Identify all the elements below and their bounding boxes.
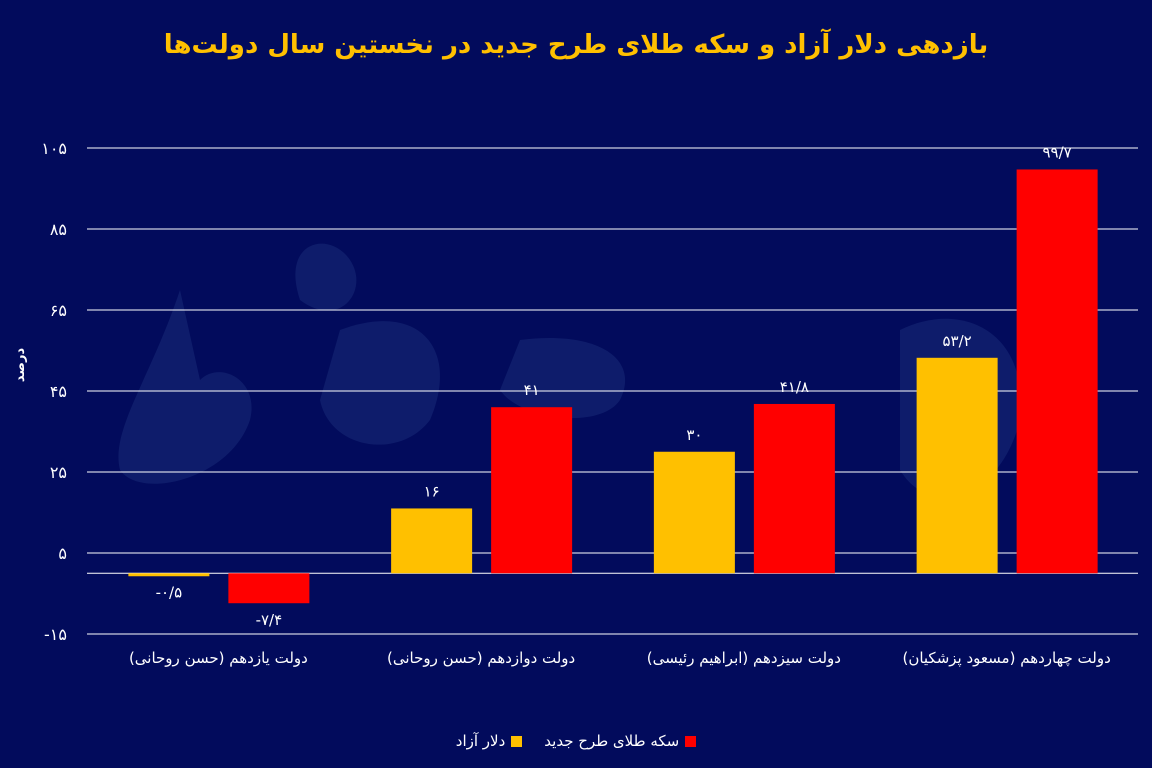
y-axis-label: درصد: [13, 348, 28, 383]
y-tick-label: ۸۵: [50, 220, 67, 239]
y-tick-label: -۱۵: [44, 625, 67, 644]
x-tick-label: دولت چهاردهم (مسعود پزشکیان): [902, 649, 1110, 668]
bar-dollar: [128, 573, 210, 577]
data-label: ۴۱/۸: [780, 378, 809, 396]
y-tick-label: ۶۵: [50, 301, 67, 320]
bar-coin: [753, 403, 835, 574]
legend-swatch-coin: [685, 735, 697, 747]
bar-coin: [1016, 169, 1098, 574]
watermark-shape: [295, 243, 357, 311]
legend: سکه طلای طرح جدید دلار آزاد: [0, 732, 1152, 750]
watermark-shape: [320, 321, 440, 445]
bar-coin: [228, 573, 310, 604]
bar-coin: [491, 407, 573, 574]
data-label: -۰/۵: [156, 583, 183, 601]
bar-dollar: [653, 451, 735, 574]
legend-label-dollar: دلار آزاد: [455, 732, 506, 750]
bar-dollar: [916, 357, 998, 574]
data-label: ۱۶: [424, 482, 440, 500]
legend-item-coin: سکه طلای طرح جدید: [544, 732, 697, 750]
data-label: -۷/۴: [256, 611, 283, 629]
legend-label-coin: سکه طلای طرح جدید: [544, 732, 680, 750]
watermark-shape: [500, 338, 626, 419]
x-tick-label: دولت دوازدهم (حسن روحانی): [387, 649, 575, 667]
legend-item-dollar: دلار آزاد: [456, 732, 523, 750]
data-label: ۳۰: [686, 426, 702, 444]
watermark-shape: [118, 290, 252, 484]
legend-swatch-dollar: [511, 735, 523, 747]
data-label: ۵۳/۲: [943, 332, 972, 350]
chart-title: بازدهی دلار آزاد و سکه طلای طرح جدید در …: [163, 30, 989, 60]
data-label: ۹۹/۷: [1043, 143, 1072, 161]
x-tick-label: دولت سیزدهم (ابراهیم رئیسی): [647, 649, 841, 667]
data-label: ۴۱: [524, 381, 540, 399]
y-tick-label: ۵: [58, 544, 67, 563]
x-tick-label: دولت یازدهم (حسن روحانی): [129, 649, 308, 667]
y-tick-label: ۱۰۵: [41, 139, 67, 158]
y-tick-label: ۲۵: [50, 463, 67, 482]
bar-dollar: [391, 508, 473, 574]
y-tick-label: ۴۵: [50, 382, 67, 401]
